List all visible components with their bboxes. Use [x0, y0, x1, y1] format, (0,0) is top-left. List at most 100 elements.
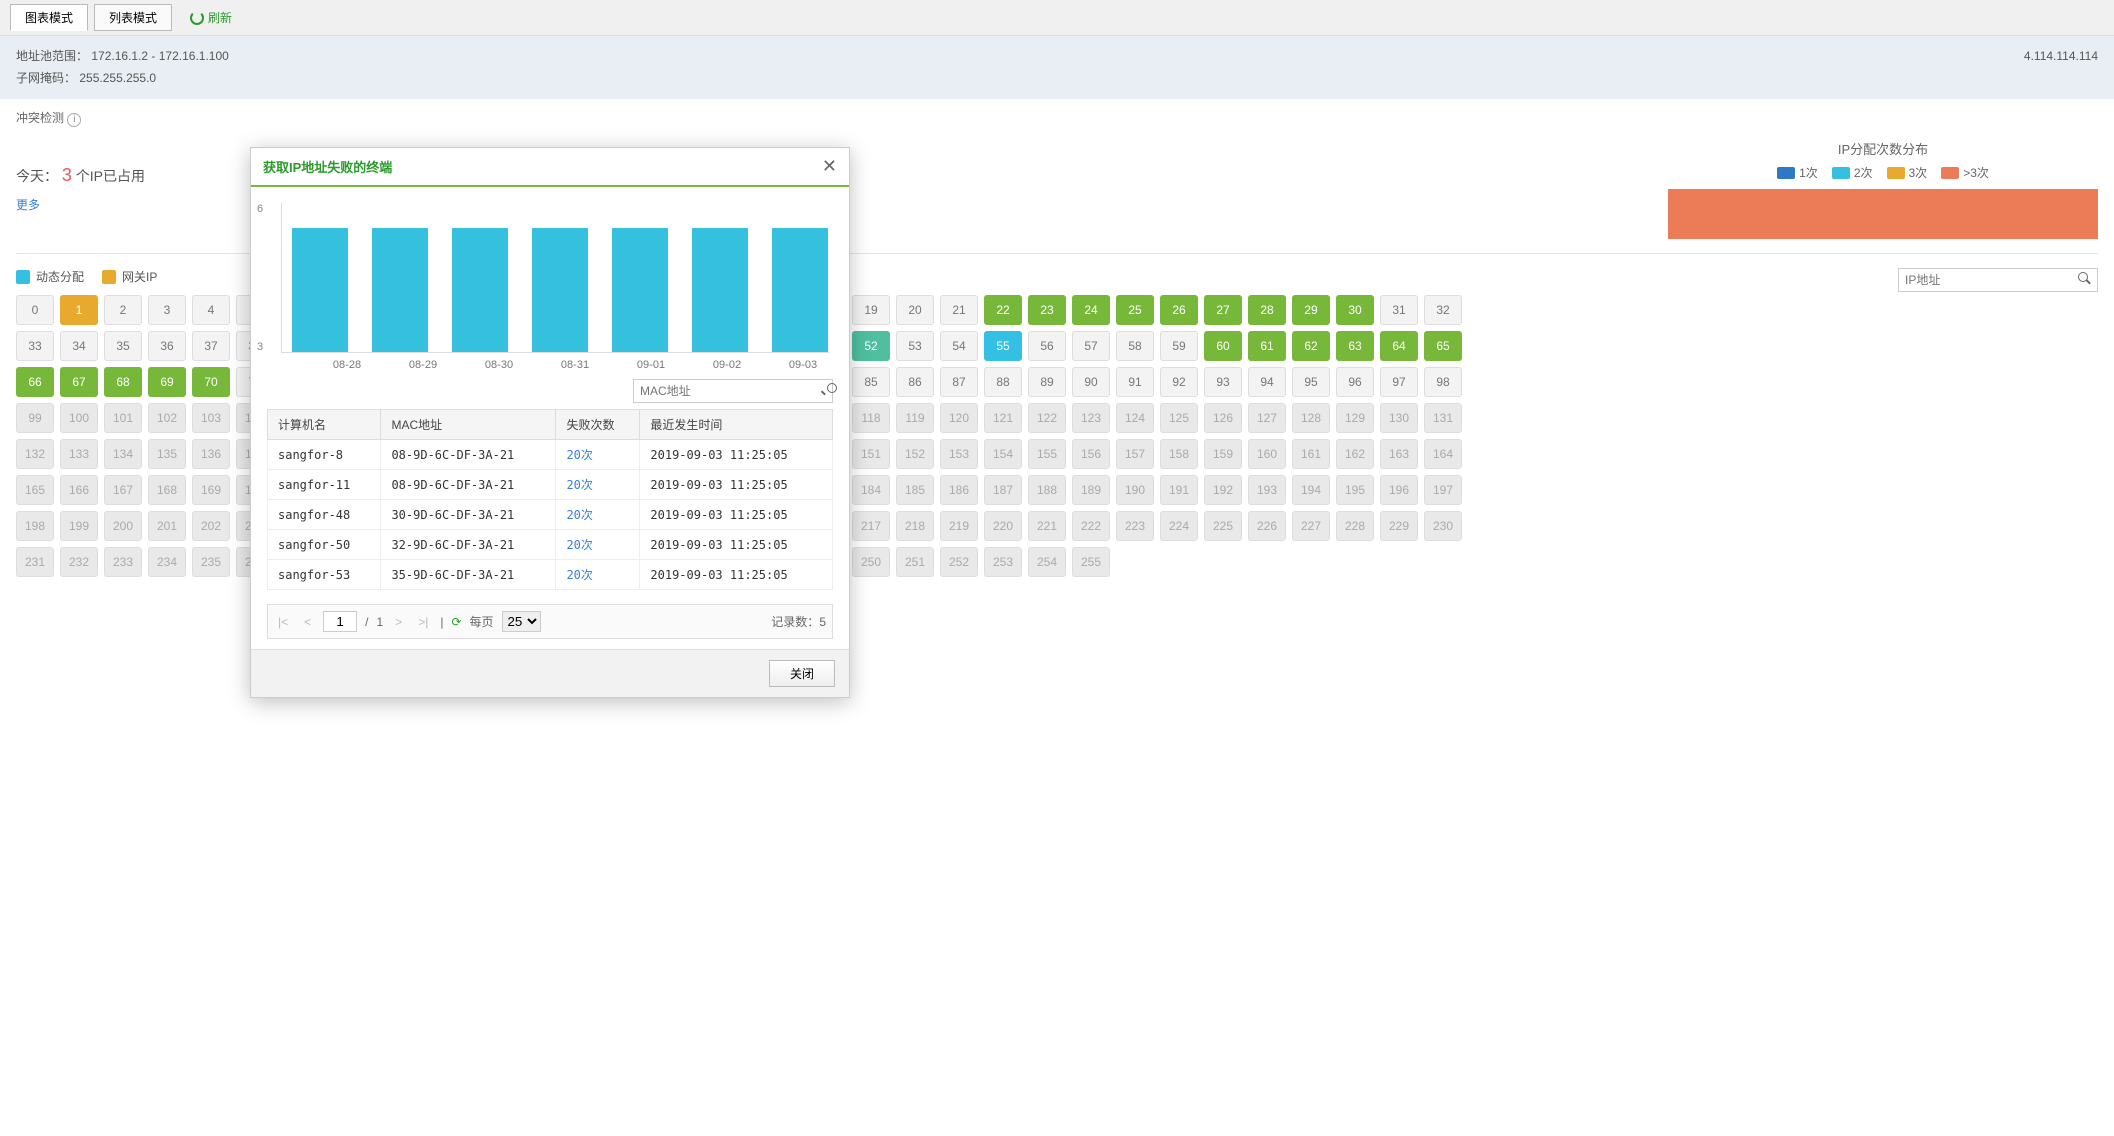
ip-cell[interactable]: 102: [148, 403, 186, 433]
ip-cell[interactable]: 31: [1380, 295, 1418, 325]
ip-cell[interactable]: 127: [1248, 403, 1286, 433]
ip-cell[interactable]: 4: [192, 295, 230, 325]
ip-cell[interactable]: 132: [16, 439, 54, 469]
ip-cell[interactable]: 20: [896, 295, 934, 325]
ip-cell[interactable]: 90: [1072, 367, 1110, 397]
table-column-header[interactable]: 失败次数: [556, 410, 640, 440]
ip-cell[interactable]: 186: [940, 475, 978, 505]
ip-cell[interactable]: 202: [192, 511, 230, 541]
ip-cell[interactable]: 190: [1116, 475, 1154, 505]
table-column-header[interactable]: 计算机名: [268, 410, 381, 440]
ip-cell[interactable]: 188: [1028, 475, 1066, 505]
ip-cell[interactable]: 59: [1160, 331, 1198, 361]
ip-cell[interactable]: 185: [896, 475, 934, 505]
ip-cell[interactable]: 120: [940, 403, 978, 433]
ip-cell[interactable]: 131: [1424, 403, 1462, 433]
ip-cell[interactable]: 168: [148, 475, 186, 505]
ip-cell[interactable]: 155: [1028, 439, 1066, 469]
ip-cell[interactable]: 101: [104, 403, 142, 433]
ip-cell[interactable]: 130: [1380, 403, 1418, 433]
ip-cell[interactable]: 63: [1336, 331, 1374, 361]
ip-cell[interactable]: 128: [1292, 403, 1330, 433]
first-page-icon[interactable]: |<: [274, 615, 292, 629]
ip-cell[interactable]: 153: [940, 439, 978, 469]
ip-cell[interactable]: 29: [1292, 295, 1330, 325]
ip-cell[interactable]: 231: [16, 547, 54, 577]
info-icon[interactable]: i: [67, 113, 81, 127]
ip-cell[interactable]: 64: [1380, 331, 1418, 361]
ip-cell[interactable]: 251: [896, 547, 934, 577]
ip-cell[interactable]: 218: [896, 511, 934, 541]
ip-cell[interactable]: 219: [940, 511, 978, 541]
more-link[interactable]: 更多: [16, 196, 40, 213]
ip-cell[interactable]: 1: [60, 295, 98, 325]
ip-cell[interactable]: 34: [60, 331, 98, 361]
prev-page-icon[interactable]: <: [300, 615, 315, 629]
ip-cell[interactable]: 22: [984, 295, 1022, 325]
ip-cell[interactable]: 234: [148, 547, 186, 577]
ip-cell[interactable]: 56: [1028, 331, 1066, 361]
ip-cell[interactable]: 124: [1116, 403, 1154, 433]
ip-cell[interactable]: 156: [1072, 439, 1110, 469]
ip-cell[interactable]: 58: [1116, 331, 1154, 361]
ip-cell[interactable]: 86: [896, 367, 934, 397]
search-icon[interactable]: [813, 383, 827, 397]
ip-cell[interactable]: 60: [1204, 331, 1242, 361]
table-row[interactable]: sangfor-808-9D-6C-DF-3A-2120次2019-09-03 …: [268, 440, 833, 470]
ip-cell[interactable]: 97: [1380, 367, 1418, 397]
ip-cell[interactable]: 24: [1072, 295, 1110, 325]
ip-search-input[interactable]: [1898, 268, 2098, 292]
ip-cell[interactable]: 195: [1336, 475, 1374, 505]
ip-cell[interactable]: 221: [1028, 511, 1066, 541]
ip-cell[interactable]: 85: [852, 367, 890, 397]
ip-cell[interactable]: 166: [60, 475, 98, 505]
ip-cell[interactable]: 198: [16, 511, 54, 541]
table-cell[interactable]: 20次: [556, 470, 640, 500]
ip-cell[interactable]: 119: [896, 403, 934, 433]
ip-cell[interactable]: 189: [1072, 475, 1110, 505]
ip-cell[interactable]: 223: [1116, 511, 1154, 541]
ip-cell[interactable]: 94: [1248, 367, 1286, 397]
ip-cell[interactable]: 158: [1160, 439, 1198, 469]
ip-cell[interactable]: 69: [148, 367, 186, 397]
ip-cell[interactable]: 30: [1336, 295, 1374, 325]
ip-cell[interactable]: 121: [984, 403, 1022, 433]
ip-cell[interactable]: 61: [1248, 331, 1286, 361]
dist-legend-item[interactable]: 1次: [1777, 164, 1818, 181]
ip-cell[interactable]: 54: [940, 331, 978, 361]
ip-cell[interactable]: 152: [896, 439, 934, 469]
ip-cell[interactable]: 0: [16, 295, 54, 325]
ip-cell[interactable]: 164: [1424, 439, 1462, 469]
table-column-header[interactable]: MAC地址: [381, 410, 556, 440]
dist-legend-item[interactable]: 3次: [1887, 164, 1928, 181]
ip-cell[interactable]: 225: [1204, 511, 1242, 541]
next-page-icon[interactable]: >: [391, 615, 406, 629]
ip-cell[interactable]: 95: [1292, 367, 1330, 397]
ip-cell[interactable]: 27: [1204, 295, 1242, 325]
ip-cell[interactable]: 28: [1248, 295, 1286, 325]
close-button[interactable]: 关闭: [769, 660, 835, 687]
ip-cell[interactable]: 52: [852, 331, 890, 361]
table-column-header[interactable]: 最近发生时间: [640, 410, 833, 440]
ip-cell[interactable]: 129: [1336, 403, 1374, 433]
ip-cell[interactable]: 3: [148, 295, 186, 325]
ip-cell[interactable]: 136: [192, 439, 230, 469]
ip-cell[interactable]: 103: [192, 403, 230, 433]
ip-cell[interactable]: 67: [60, 367, 98, 397]
ip-cell[interactable]: 57: [1072, 331, 1110, 361]
ip-cell[interactable]: 133: [60, 439, 98, 469]
ip-cell[interactable]: 92: [1160, 367, 1198, 397]
ip-cell[interactable]: 36: [148, 331, 186, 361]
mac-search-input[interactable]: [633, 379, 833, 403]
ip-cell[interactable]: 123: [1072, 403, 1110, 433]
ip-cell[interactable]: 232: [60, 547, 98, 577]
ip-cell[interactable]: 53: [896, 331, 934, 361]
table-cell[interactable]: 20次: [556, 530, 640, 560]
ip-cell[interactable]: 228: [1336, 511, 1374, 541]
ip-cell[interactable]: 154: [984, 439, 1022, 469]
ip-cell[interactable]: 26: [1160, 295, 1198, 325]
ip-cell[interactable]: 33: [16, 331, 54, 361]
ip-cell[interactable]: 162: [1336, 439, 1374, 469]
ip-cell[interactable]: 125: [1160, 403, 1198, 433]
ip-cell[interactable]: 194: [1292, 475, 1330, 505]
